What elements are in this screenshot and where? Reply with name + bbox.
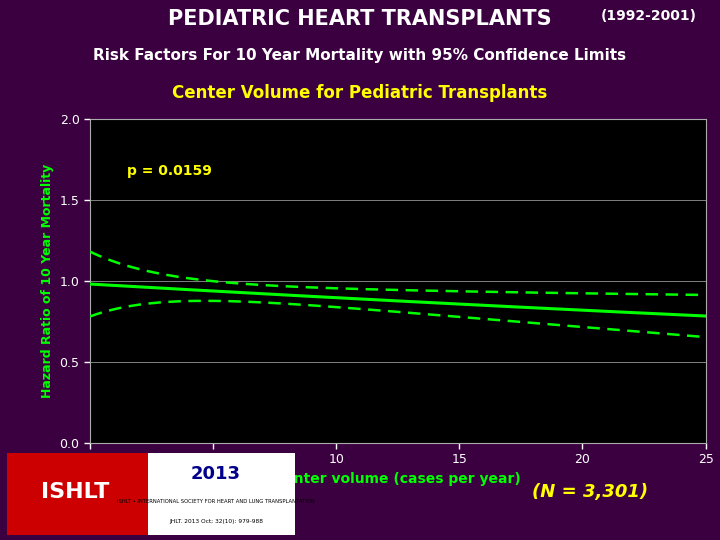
FancyBboxPatch shape bbox=[7, 453, 295, 536]
Text: ISHLT • INTERNATIONAL SOCIETY FOR HEART AND LUNG TRANSPLANTATION: ISHLT • INTERNATIONAL SOCIETY FOR HEART … bbox=[117, 499, 315, 504]
Text: 2013: 2013 bbox=[191, 465, 241, 483]
Text: Center Volume for Pediatric Transplants: Center Volume for Pediatric Transplants bbox=[172, 84, 548, 102]
Text: (N = 3,301): (N = 3,301) bbox=[532, 483, 649, 501]
Text: ISHLT: ISHLT bbox=[42, 482, 109, 502]
X-axis label: Center volume (cases per year): Center volume (cases per year) bbox=[274, 472, 521, 486]
Text: PEDIATRIC HEART TRANSPLANTS: PEDIATRIC HEART TRANSPLANTS bbox=[168, 9, 552, 29]
Y-axis label: Hazard Ratio of 10 Year Mortality: Hazard Ratio of 10 Year Mortality bbox=[41, 164, 54, 398]
FancyBboxPatch shape bbox=[7, 453, 148, 536]
Text: JHLT. 2013 Oct; 32(10): 979-988: JHLT. 2013 Oct; 32(10): 979-988 bbox=[169, 519, 263, 524]
Text: Risk Factors For 10 Year Mortality with 95% Confidence Limits: Risk Factors For 10 Year Mortality with … bbox=[94, 48, 626, 63]
Text: p = 0.0159: p = 0.0159 bbox=[127, 164, 212, 178]
Text: (1992-2001): (1992-2001) bbox=[601, 9, 697, 23]
